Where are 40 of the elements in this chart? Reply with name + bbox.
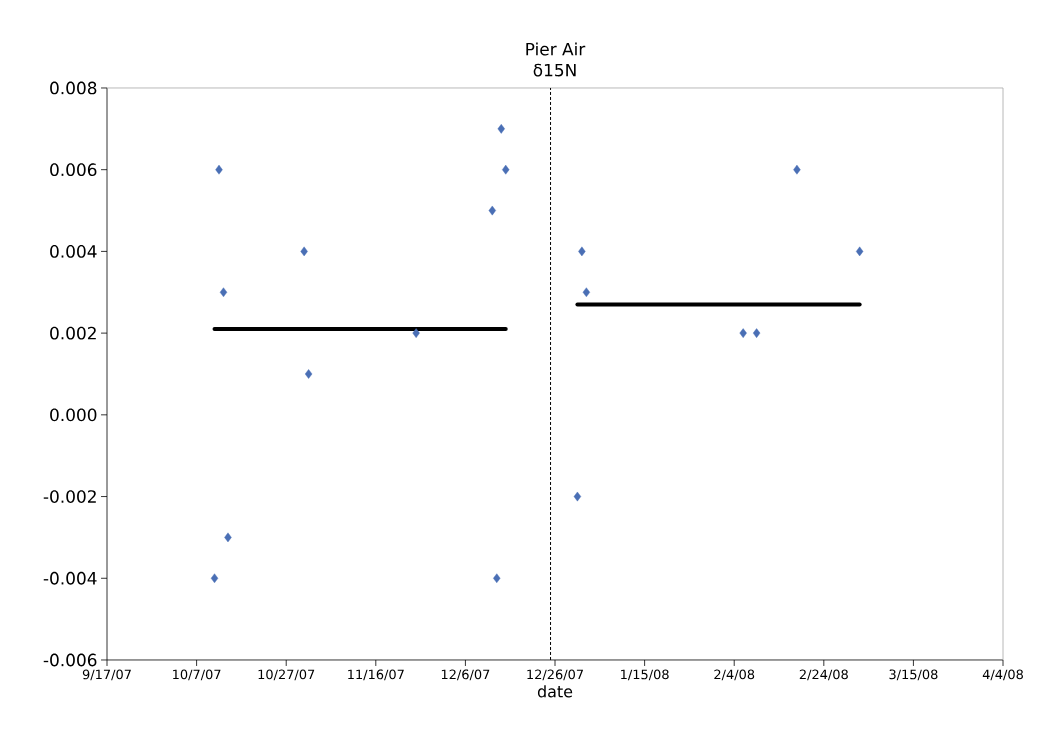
- point: [210, 573, 219, 584]
- x-axis-title: date: [537, 685, 573, 698]
- point: [739, 328, 747, 338]
- point: [304, 369, 313, 379]
- y-tick-label: 0.008: [50, 81, 97, 95]
- point: [497, 124, 505, 134]
- y-tick-label: -0.002: [43, 490, 96, 503]
- point: [582, 287, 591, 298]
- y-tick-label: 0.002: [50, 326, 96, 340]
- point: [578, 246, 586, 257]
- x-tick-label: 10/7/07: [173, 669, 221, 681]
- x-tick-label: 3/15/08: [889, 669, 938, 681]
- y-tick-label: 0.006: [50, 163, 97, 177]
- x-tick-label: 2/24/08: [799, 669, 848, 681]
- point: [215, 164, 223, 175]
- point: [224, 532, 232, 543]
- point: [856, 246, 864, 257]
- x-tick-label: 11/16/07: [348, 669, 404, 681]
- point: [493, 573, 501, 584]
- y-tick-label: -0.004: [43, 571, 97, 585]
- point: [752, 328, 761, 338]
- x-tick-label: 2/4/08: [714, 669, 755, 681]
- point: [488, 205, 496, 216]
- point: [219, 287, 228, 298]
- x-tick-label: 12/26/07: [527, 669, 583, 681]
- chart-title: Pier Air: [526, 42, 586, 56]
- x-tick-label: 12/6/07: [441, 669, 490, 681]
- x-tick-label: 4/4/08: [982, 669, 1023, 681]
- x-tick-label: 9/17/07: [82, 669, 131, 681]
- chart-subtitle: δ15N: [533, 63, 576, 77]
- point: [793, 164, 801, 175]
- point: [502, 164, 510, 175]
- point: [573, 491, 582, 502]
- y-tick-label: 0.000: [50, 408, 97, 422]
- point: [300, 246, 308, 257]
- x-tick-label: 10/27/07: [258, 669, 315, 681]
- x-tick-label: 1/15/08: [621, 669, 669, 681]
- y-tick-label: 0.004: [50, 244, 97, 258]
- y-tick-label: -0.006: [43, 653, 97, 667]
- point: [412, 328, 420, 338]
